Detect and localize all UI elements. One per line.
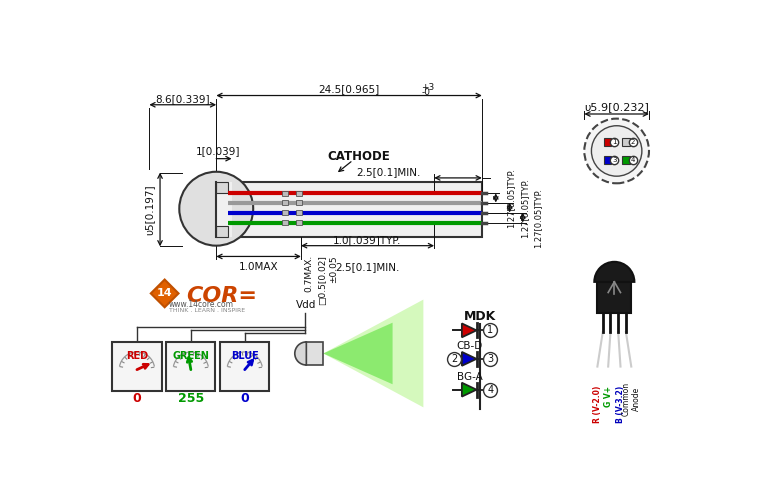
Text: MDK: MDK: [464, 310, 496, 323]
Polygon shape: [323, 323, 393, 384]
Text: R (V-2.0): R (V-2.0): [593, 386, 602, 423]
Text: THINK . LEARN . INSPIRE: THINK . LEARN . INSPIRE: [169, 308, 245, 313]
Polygon shape: [323, 300, 423, 407]
Text: 4: 4: [631, 157, 635, 163]
Text: 0.7MAX.: 0.7MAX.: [304, 255, 313, 292]
Text: 1.27[0.05]TYP.: 1.27[0.05]TYP.: [534, 187, 543, 247]
Text: 1[0.039]: 1[0.039]: [195, 146, 240, 156]
Bar: [603, 156, 611, 164]
Text: 2.5[0.1]MIN.: 2.5[0.1]MIN.: [356, 167, 420, 178]
Text: www.14core.com: www.14core.com: [169, 300, 233, 309]
Wedge shape: [295, 342, 306, 365]
Text: ±0.05: ±0.05: [329, 255, 337, 283]
Text: 1.27[0.05]TYP.: 1.27[0.05]TYP.: [506, 168, 515, 228]
Text: 2: 2: [631, 139, 635, 145]
Text: 0: 0: [132, 392, 141, 406]
Text: G V+: G V+: [603, 386, 613, 407]
Polygon shape: [462, 383, 477, 397]
Text: B (V-3.2): B (V-3.2): [616, 386, 625, 423]
Text: BG-A: BG-A: [457, 371, 483, 382]
Text: COR=: COR=: [186, 285, 257, 305]
Polygon shape: [150, 280, 179, 307]
Bar: [282, 210, 288, 215]
Text: 1: 1: [487, 325, 493, 335]
Text: 1.0[.039]TYP.: 1.0[.039]TYP.: [333, 235, 401, 245]
Text: 14: 14: [157, 288, 173, 298]
Text: 1: 1: [612, 139, 616, 145]
Text: BLUE: BLUE: [231, 351, 258, 361]
Bar: [597, 282, 632, 313]
Bar: [306, 342, 323, 365]
Text: υ5.9[0.232]: υ5.9[0.232]: [584, 102, 649, 112]
Text: 2: 2: [451, 354, 458, 364]
Text: Vdd: Vdd: [296, 300, 316, 310]
Text: 4: 4: [487, 385, 493, 395]
Bar: [296, 200, 302, 205]
Text: υ5[0.197]: υ5[0.197]: [144, 184, 154, 235]
Wedge shape: [594, 262, 635, 282]
Text: 3: 3: [612, 157, 616, 163]
Bar: [622, 156, 630, 164]
Bar: [217, 182, 228, 193]
Text: CATHODE: CATHODE: [328, 150, 390, 163]
Text: -0: -0: [421, 88, 430, 97]
Text: 3: 3: [487, 354, 493, 364]
Text: 255: 255: [178, 392, 204, 406]
Bar: [217, 226, 228, 237]
Bar: [282, 191, 288, 196]
Bar: [296, 220, 302, 225]
FancyBboxPatch shape: [112, 342, 162, 391]
Text: □0.5[0.02]: □0.5[0.02]: [318, 255, 327, 305]
Bar: [282, 200, 288, 205]
Circle shape: [591, 126, 642, 176]
FancyBboxPatch shape: [220, 342, 269, 391]
Text: GREEN: GREEN: [173, 351, 209, 361]
Circle shape: [584, 119, 649, 183]
Bar: [296, 191, 302, 196]
Polygon shape: [462, 352, 477, 366]
Bar: [217, 182, 482, 237]
Bar: [282, 220, 288, 225]
Bar: [603, 138, 611, 145]
Polygon shape: [462, 324, 477, 337]
Bar: [217, 182, 232, 237]
Text: 1.27[0.05]TYP.: 1.27[0.05]TYP.: [521, 178, 530, 238]
Text: Common
Anode: Common Anode: [622, 382, 641, 416]
Circle shape: [179, 172, 253, 245]
FancyBboxPatch shape: [166, 342, 216, 391]
Text: 24.5[0.965]: 24.5[0.965]: [318, 84, 379, 94]
Text: 0: 0: [240, 392, 249, 406]
Bar: [622, 138, 630, 145]
Text: 1.0MAX: 1.0MAX: [239, 262, 278, 272]
Text: CB-D: CB-D: [457, 341, 483, 351]
Bar: [296, 210, 302, 215]
Text: 2.5[0.1]MIN.: 2.5[0.1]MIN.: [335, 262, 399, 272]
Text: 8.6[0.339]: 8.6[0.339]: [155, 94, 210, 104]
Text: +3: +3: [421, 83, 434, 92]
Text: RED: RED: [126, 351, 148, 361]
